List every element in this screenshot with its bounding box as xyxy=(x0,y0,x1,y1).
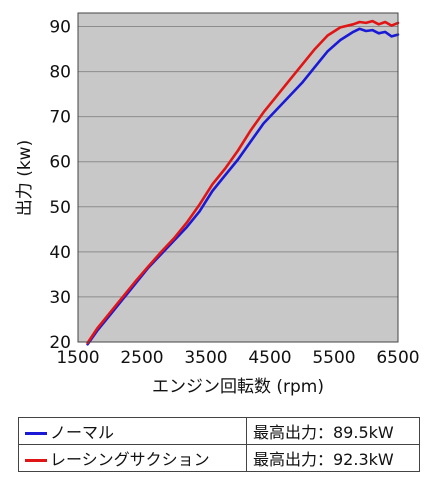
y-tick-label: 20 xyxy=(49,333,71,353)
y-tick-label: 30 xyxy=(49,288,71,308)
series-name-racing: レーシングサクション xyxy=(50,450,210,469)
x-axis-title: エンジン回転数 (rpm) xyxy=(152,377,324,397)
x-tick-label: 1500 xyxy=(56,348,99,368)
y-tick-label: 40 xyxy=(49,243,71,263)
tick-labels: 20 30 40 50 60 70 80 90 1500 2500 3500 4500 5500 6500 xyxy=(49,18,419,368)
y-tick-label: 50 xyxy=(49,198,71,218)
x-tick-label: 2500 xyxy=(120,348,163,368)
series-name-normal: ノーマル xyxy=(50,423,115,442)
x-tick-label: 4500 xyxy=(248,348,291,368)
series-max-normal: 最高出力：89.5kW xyxy=(246,417,420,445)
power-curve-chart: 20 30 40 50 60 70 80 90 1500 2500 3500 4500 5500 6500… xyxy=(15,12,420,397)
y-axis-title: 出力 (kw) xyxy=(15,140,35,216)
y-tick-label: 70 xyxy=(49,108,71,128)
x-tick-label: 5500 xyxy=(312,348,355,368)
y-tick-label: 60 xyxy=(49,153,71,173)
series-swatch-normal xyxy=(25,432,47,435)
legend-row-racing: レーシングサクション 最高出力：92.3kW xyxy=(18,444,420,472)
y-tick-label: 80 xyxy=(49,63,71,83)
legend-table: ノーマル 最高出力：89.5kW レーシングサクション 最高出力：92.3kW xyxy=(18,417,420,472)
legend-row-normal: ノーマル 最高出力：89.5kW xyxy=(18,417,420,445)
series-swatch-racing xyxy=(25,459,47,462)
x-tick-label: 3500 xyxy=(184,348,227,368)
series-layer xyxy=(86,19,400,346)
x-tick-label: 6500 xyxy=(376,348,419,368)
series-line-racing xyxy=(86,19,400,345)
y-tick-label: 90 xyxy=(49,18,71,38)
plot-frame xyxy=(77,12,399,343)
series-max-racing: 最高出力：92.3kW xyxy=(246,444,420,472)
